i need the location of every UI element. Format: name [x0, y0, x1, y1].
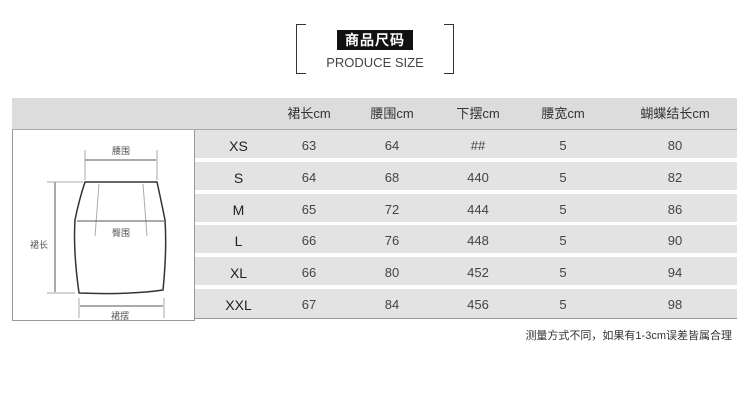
- table-row: S 64 68 440 5 82: [195, 161, 737, 192]
- size-label: XS: [229, 138, 248, 154]
- column-header: 腰围cm: [370, 106, 414, 121]
- table-cell: 94: [667, 265, 683, 281]
- table-cell: 67: [301, 297, 317, 312]
- table-cell: 72: [384, 201, 400, 217]
- column-header: 腰宽cm: [541, 106, 585, 121]
- table-cell: 5: [559, 297, 567, 312]
- title-cn: 商品尺码: [337, 30, 413, 50]
- table-row: L 66 76 448 5 90: [195, 225, 737, 256]
- skirt-diagram: 腰围 臀围 裙长 裙摆: [12, 130, 195, 321]
- table-cell: 63: [301, 138, 317, 153]
- hem-label: 裙摆: [111, 311, 130, 321]
- table-cell: 5: [559, 265, 567, 281]
- table-header: 裙长cm 腰围cm 下摆cm 腰宽cm 蝴蝶结长cm: [12, 98, 737, 130]
- hip-label: 臀围: [112, 228, 131, 238]
- column-header: 裙长cm: [287, 106, 331, 121]
- table-row: XS 63 64 ## 5 80: [195, 130, 737, 160]
- table-cell: 64: [384, 138, 400, 153]
- table-cell: ##: [470, 138, 486, 153]
- column-header: 蝴蝶结长cm: [640, 106, 710, 121]
- table-cell: 66: [301, 265, 317, 281]
- table-cell: 440: [467, 169, 489, 185]
- table-cell: 76: [384, 233, 400, 249]
- table-cell: 5: [559, 201, 567, 217]
- table-cell: 86: [667, 201, 683, 217]
- table-row: XL 66 80 452 5 94: [195, 257, 737, 288]
- table-row: XXL 67 84 456 5 98: [195, 289, 737, 319]
- table-cell: 98: [667, 297, 683, 312]
- size-label: S: [233, 169, 244, 186]
- table-cell: 452: [467, 265, 489, 281]
- table-cell: 80: [384, 265, 400, 281]
- table-cell: 456: [467, 297, 489, 312]
- table-cell: 448: [467, 233, 489, 249]
- table-row: M 65 72 444 5 86: [195, 193, 737, 224]
- size-label: XL: [229, 265, 248, 282]
- table-cell: 66: [301, 233, 317, 249]
- table-cell: 5: [559, 169, 567, 185]
- table-cell: 444: [467, 201, 489, 217]
- table-cell: 5: [559, 233, 567, 249]
- table-cell: 65: [301, 201, 317, 217]
- table-cell: 90: [667, 233, 683, 249]
- table-cell: 68: [384, 169, 400, 185]
- column-header: 下摆cm: [456, 106, 500, 121]
- size-label: M: [232, 201, 245, 218]
- length-label: 裙长: [30, 240, 49, 250]
- table-cell: 84: [384, 297, 400, 312]
- size-label: L: [234, 233, 243, 250]
- measurement-note: 测量方式不同，如果有1-3cm误差皆属合理: [525, 330, 732, 342]
- size-label: XXL: [225, 297, 252, 313]
- title-en: PRODUCE SIZE: [326, 55, 424, 70]
- table-cell: 80: [667, 138, 683, 153]
- table-cell: 64: [301, 169, 317, 185]
- bracket-left: [296, 24, 306, 74]
- bracket-right: [444, 24, 454, 74]
- table-cell: 82: [667, 169, 683, 185]
- waist-label: 腰围: [112, 146, 131, 156]
- skirt-illustration: [47, 150, 167, 318]
- table-cell: 5: [559, 138, 567, 153]
